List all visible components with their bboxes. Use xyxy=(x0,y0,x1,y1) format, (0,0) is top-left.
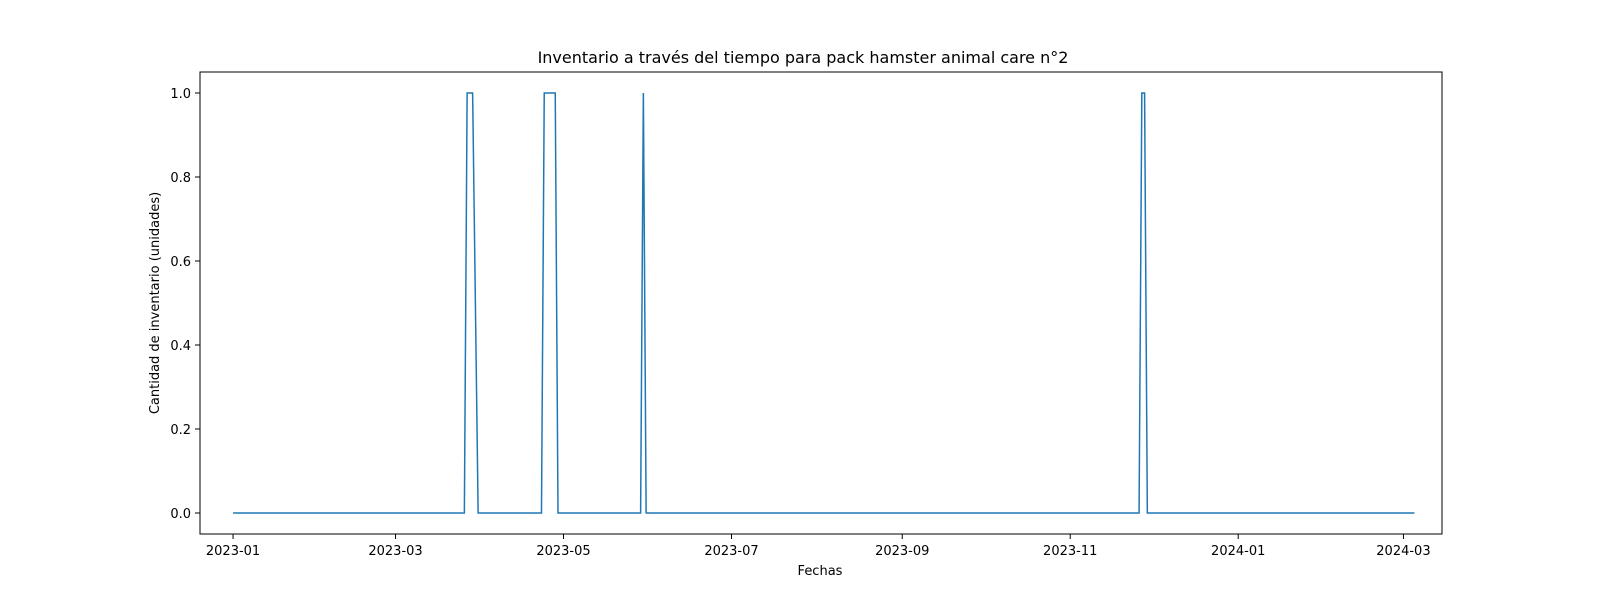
y-tick-label: 1.0 xyxy=(170,87,191,102)
y-tick-label: 0.4 xyxy=(170,339,191,354)
chart-title: Inventario a través del tiempo para pack… xyxy=(538,48,1069,67)
series-line xyxy=(233,92,1415,514)
x-tick-label: 2023-11 xyxy=(1043,544,1097,559)
y-tick-label: 0.2 xyxy=(170,423,191,438)
x-tick-label: 2023-03 xyxy=(368,544,422,559)
x-tick-label: 2023-05 xyxy=(536,544,590,559)
x-tick-label: 2024-03 xyxy=(1376,544,1430,559)
y-tick-label: 0.6 xyxy=(170,255,191,270)
y-axis: 0.0 0.2 0.4 0.6 0.8 1.0 xyxy=(170,87,200,522)
x-axis: 2023-01 2023-03 2023-05 2023-07 2023-09 2023-… xyxy=(206,534,1431,559)
y-axis-label: Cantidad de inventario (unidades) xyxy=(148,192,163,414)
plot-frame xyxy=(199,71,1443,535)
y-tick-label: 0.0 xyxy=(170,507,191,522)
x-tick-label: 2023-09 xyxy=(875,544,929,559)
x-tick-label: 2023-07 xyxy=(704,544,758,559)
x-tick-label: 2024-01 xyxy=(1211,544,1265,559)
y-tick-label: 0.8 xyxy=(170,171,191,186)
x-axis-label: Fechas xyxy=(798,564,843,579)
x-tick-label: 2023-01 xyxy=(206,544,260,559)
